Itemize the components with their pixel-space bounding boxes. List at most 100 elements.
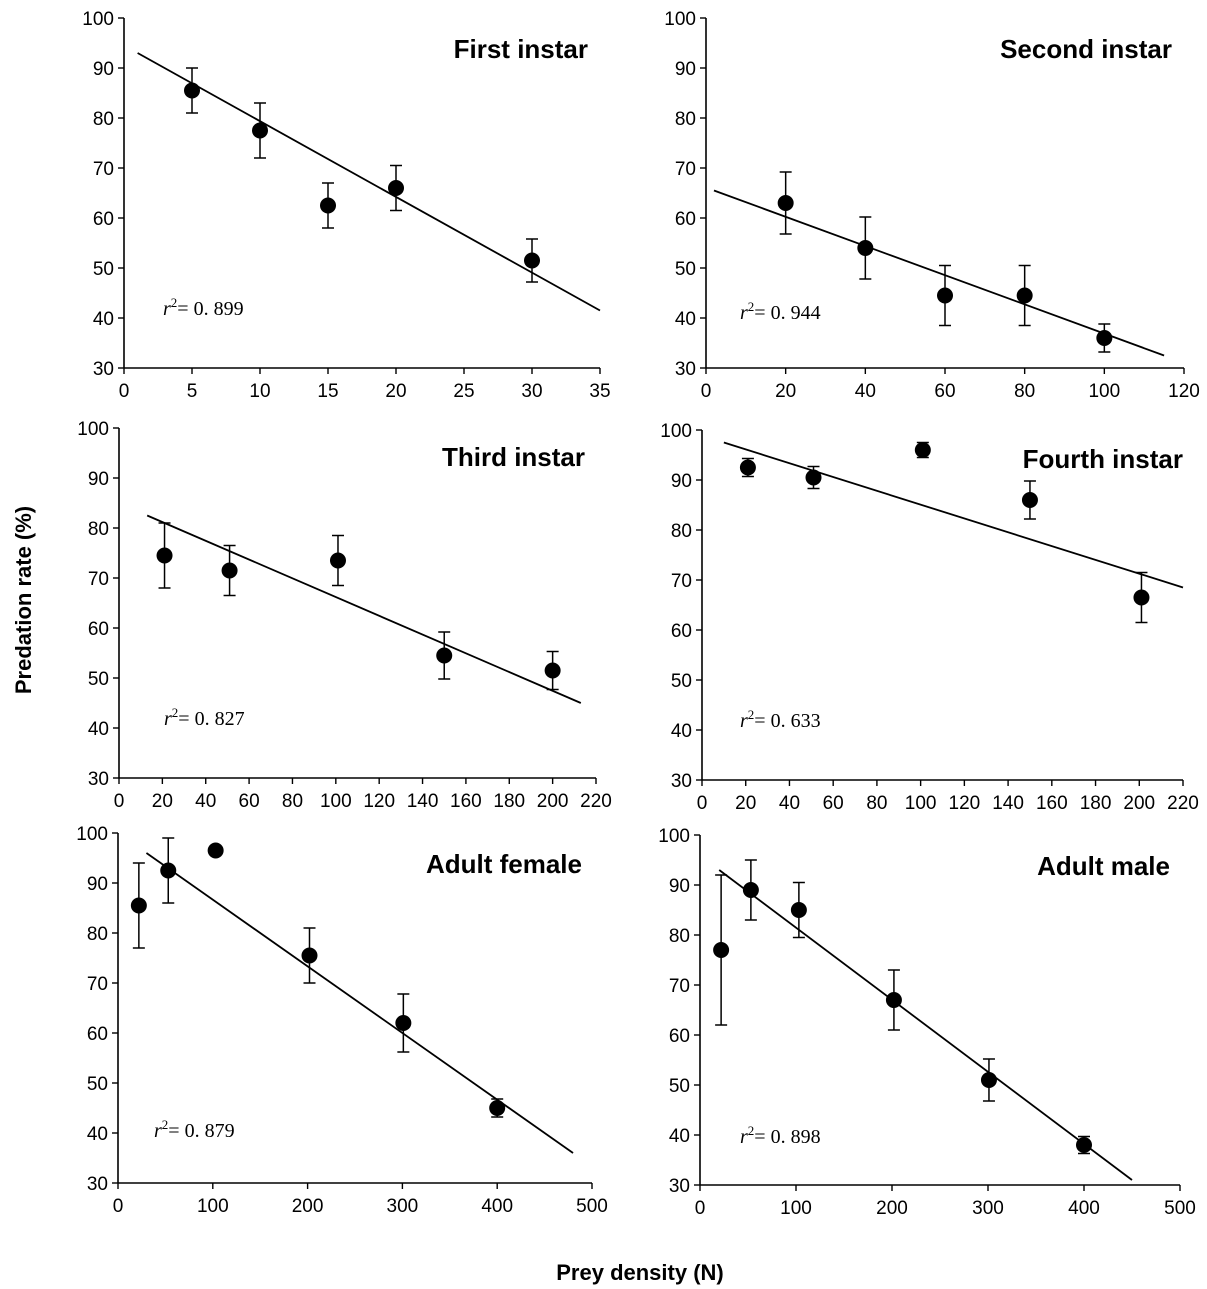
y-tick-label: 40 <box>675 309 696 330</box>
x-tick-label: 20 <box>775 381 796 402</box>
data-point <box>184 82 200 99</box>
y-tick-label: 80 <box>87 924 108 945</box>
x-tick-label: 100 <box>780 1198 812 1219</box>
regression-line <box>145 852 574 1154</box>
x-tick-label: 100 <box>1088 381 1120 402</box>
r-exponent: 2 <box>748 707 755 722</box>
r-symbol: r <box>740 302 748 324</box>
y-tick-label: 40 <box>87 1124 108 1145</box>
y-tick-label: 70 <box>93 159 114 180</box>
y-tick-label: 60 <box>675 209 696 230</box>
r-symbol: r <box>740 710 748 732</box>
data-point <box>388 180 404 196</box>
y-tick-label: 30 <box>669 1176 690 1197</box>
r-value: = 0. 944 <box>754 302 820 324</box>
y-tick-label: 100 <box>658 826 690 847</box>
x-tick-label: 140 <box>992 793 1024 814</box>
y-tick-label: 70 <box>675 159 696 180</box>
y-tick-label: 40 <box>671 721 692 742</box>
x-tick-label: 0 <box>114 791 125 812</box>
x-tick-label: 60 <box>934 381 955 402</box>
y-tick-label: 60 <box>669 1026 690 1047</box>
x-tick-label: 20 <box>385 381 406 402</box>
y-tick-label: 50 <box>87 1074 108 1095</box>
data-point <box>489 1100 506 1116</box>
chart-panel-4: 30 40 50 60 70 80 90 100 0 20 40 60 80 100 120 140 160 18… <box>660 421 1199 814</box>
y-tick-label: 90 <box>675 59 696 80</box>
y-tick-label: 100 <box>660 421 692 442</box>
r-symbol: r <box>740 1126 748 1148</box>
y-tick-label: 80 <box>88 519 109 540</box>
x-tick-label: 20 <box>735 793 756 814</box>
y-tick-label: 70 <box>671 571 692 592</box>
x-tick-label: 0 <box>697 793 708 814</box>
x-tick-label: 10 <box>249 381 270 402</box>
x-tick-label: 40 <box>195 791 216 812</box>
r-exponent: 2 <box>171 295 178 310</box>
x-tick-label: 400 <box>481 1196 513 1217</box>
y-tick-label: 90 <box>671 471 692 492</box>
chart-panel-1: 30 40 50 60 70 80 90 100 0 5 10 15 20 25 30 35 First ins… <box>82 9 610 402</box>
y-tick-label: 50 <box>93 259 114 280</box>
regression-line <box>137 52 601 312</box>
y-tick-label: 40 <box>669 1126 690 1147</box>
data-point <box>739 459 756 476</box>
regression-line <box>146 514 582 704</box>
r-value: = 0. 899 <box>177 298 243 320</box>
data-point <box>1016 287 1033 304</box>
x-tick-label: 60 <box>823 793 844 814</box>
data-point <box>937 287 953 304</box>
x-tick-label: 160 <box>1036 793 1068 814</box>
x-tick-label: 220 <box>1167 793 1199 814</box>
r-value: = 0. 879 <box>168 1120 234 1142</box>
x-tick-label: 220 <box>580 791 612 812</box>
data-point <box>777 195 794 211</box>
y-tick-label: 90 <box>93 59 114 80</box>
x-tick-label: 300 <box>387 1196 419 1217</box>
panel-title: Adult female <box>426 849 582 879</box>
data-point <box>914 442 931 458</box>
data-point <box>1021 492 1038 508</box>
panel-title: Third instar <box>442 442 585 472</box>
x-tick-label: 35 <box>589 381 610 402</box>
regression-line <box>713 189 1165 357</box>
x-tick-label: 25 <box>453 381 474 402</box>
chart-panel-2: 30 40 50 60 70 80 90 100 0 20 40 60 80 100 120 Second i… <box>664 9 1200 402</box>
r-squared-label: r2= 0. 827 <box>164 705 245 730</box>
x-tick-label: 0 <box>695 1198 706 1219</box>
data-point <box>980 1072 997 1088</box>
panel-title: Second instar <box>1000 34 1172 64</box>
data-point <box>805 469 822 486</box>
r-value: = 0. 827 <box>178 708 244 730</box>
y-tick-label: 90 <box>87 874 108 895</box>
y-tick-label: 90 <box>88 469 109 490</box>
x-tick-label: 160 <box>450 791 482 812</box>
data-point <box>742 882 759 898</box>
panel-title: Fourth instar <box>1023 444 1183 474</box>
r-squared-label: r2= 0. 899 <box>163 295 244 320</box>
x-tick-label: 80 <box>866 793 887 814</box>
x-axis-title: Prey density (N) <box>556 1260 724 1285</box>
x-tick-label: 100 <box>905 793 937 814</box>
y-tick-label: 100 <box>77 419 109 440</box>
x-tick-label: 20 <box>152 791 173 812</box>
x-tick-label: 40 <box>779 793 800 814</box>
x-tick-label: 200 <box>876 1198 908 1219</box>
y-tick-label: 100 <box>76 824 108 845</box>
chart-panel-6: 30 40 50 60 70 80 90 100 0 100 200 300 400 500 Adult m… <box>658 826 1196 1219</box>
y-tick-label: 50 <box>671 671 692 692</box>
x-tick-label: 120 <box>1168 381 1200 402</box>
y-tick-label: 80 <box>669 926 690 947</box>
data-point <box>156 547 173 564</box>
data-point <box>329 552 346 569</box>
x-tick-label: 80 <box>1014 381 1035 402</box>
y-tick-label: 30 <box>88 769 109 790</box>
data-point <box>713 942 730 958</box>
x-tick-label: 120 <box>949 793 981 814</box>
x-tick-label: 0 <box>113 1196 124 1217</box>
y-tick-label: 50 <box>669 1076 690 1097</box>
x-tick-label: 120 <box>363 791 395 812</box>
y-tick-label: 70 <box>88 569 109 590</box>
r-squared-label: r2= 0. 879 <box>154 1117 235 1142</box>
x-tick-label: 400 <box>1068 1198 1100 1219</box>
